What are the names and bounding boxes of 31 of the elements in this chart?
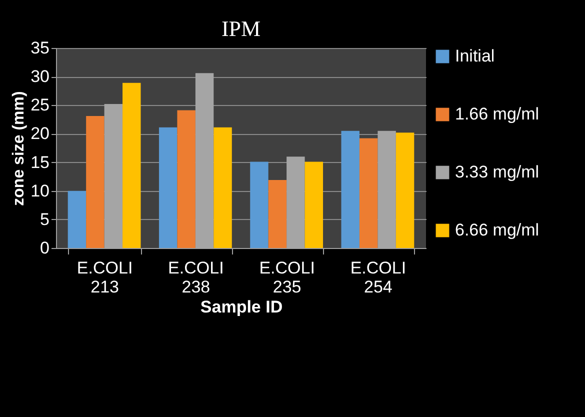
x-tick-label: E.COLI 238 xyxy=(168,258,224,296)
chart-title: IPM xyxy=(221,16,261,41)
y-tick-label: 20 xyxy=(30,124,50,144)
bar xyxy=(214,127,232,248)
y-tick-label: 15 xyxy=(30,152,50,172)
y-tick-label: 5 xyxy=(40,210,50,229)
y-tick-label: 10 xyxy=(30,181,50,200)
y-tick-label: 30 xyxy=(30,67,50,86)
x-axis-title: Sample ID xyxy=(200,298,283,316)
bar xyxy=(177,110,196,248)
x-tick-label: E.COLI 213 xyxy=(76,258,133,296)
bar xyxy=(268,180,287,248)
bar xyxy=(359,138,378,248)
y-tick-label: 0 xyxy=(40,238,50,258)
y-tick-label: 35 xyxy=(30,38,50,58)
legend-label: 1.66 mg/ml xyxy=(455,104,540,124)
y-tick-label: 25 xyxy=(30,96,50,115)
legend-label: Initial xyxy=(455,46,495,66)
y-axis-title: zone size (mm) xyxy=(10,91,28,206)
bar xyxy=(86,116,104,248)
x-tick-label: E.COLI 254 xyxy=(350,258,406,296)
bar xyxy=(68,190,86,248)
bar xyxy=(122,82,141,248)
legend-label: 3.33 mg/ml xyxy=(455,162,540,182)
legend-label: 6.66 mg/ml xyxy=(455,220,540,240)
x-tick-label: E.COLI 235 xyxy=(259,258,315,296)
bar xyxy=(158,127,178,248)
bar xyxy=(396,132,414,248)
bar xyxy=(250,162,268,248)
bar xyxy=(304,162,324,248)
bar xyxy=(341,130,360,248)
